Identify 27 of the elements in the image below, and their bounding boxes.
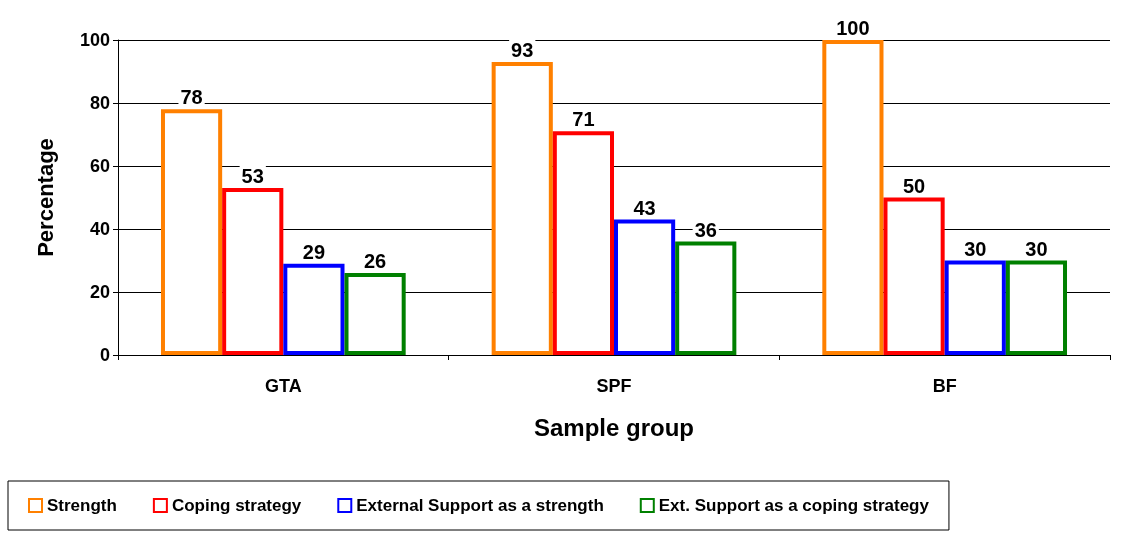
y-tick-label: 0: [99, 345, 110, 365]
y-tick-label: 40: [89, 219, 110, 239]
y-tick-label: 100: [79, 30, 110, 50]
data-label: 53: [241, 165, 264, 188]
data-label: 30: [1025, 237, 1048, 260]
y-tick-label: 60: [89, 156, 110, 176]
legend-label: Ext. Support as a coping strategy: [658, 496, 930, 515]
y-axis-title: Percentage: [32, 138, 58, 257]
data-label: 30: [964, 237, 987, 260]
y-tick-label: 80: [89, 93, 110, 113]
data-label: 26: [363, 250, 387, 273]
data-label: 36: [694, 218, 717, 241]
data-label: 100: [836, 17, 870, 39]
legend-label: Strength: [47, 496, 117, 515]
legend-label: Coping strategy: [171, 496, 302, 515]
data-label: 50: [902, 174, 926, 197]
x-tick-label: GTA: [265, 376, 302, 396]
data-label: 71: [572, 108, 595, 131]
legend-label: External Support as a strength: [356, 496, 604, 515]
data-label: 93: [511, 39, 534, 62]
data-label: 29: [302, 240, 326, 263]
x-tick-label: BF: [932, 376, 957, 396]
x-axis-title: Sample group: [533, 413, 695, 441]
y-tick-label: 20: [89, 282, 110, 302]
data-label: 43: [633, 196, 656, 219]
data-label: 78: [180, 86, 203, 109]
x-tick-label: SPF: [596, 376, 632, 396]
